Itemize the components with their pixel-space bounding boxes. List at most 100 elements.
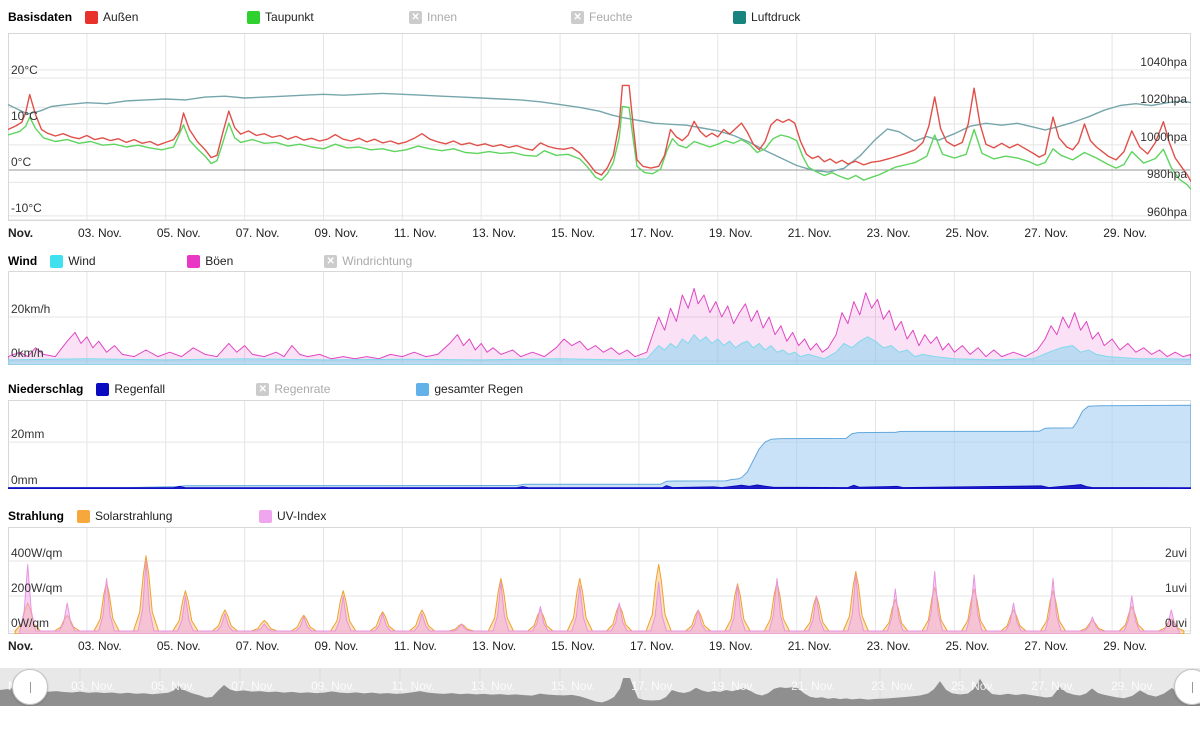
- y-tick-label: 0mm: [11, 473, 38, 487]
- y-tick-label: 2uvi: [1164, 545, 1187, 560]
- x-tick-label: 07. Nov.: [235, 639, 280, 653]
- y-tick-label: 20°C: [11, 63, 38, 78]
- navigator-handle-right[interactable]: [1174, 669, 1200, 705]
- legend-item-gesamter-regen[interactable]: gesamter Regen: [416, 382, 576, 396]
- x-axis-month-label: Nov.: [8, 639, 34, 653]
- x-tick-label: 29. Nov.: [1103, 639, 1148, 653]
- legend-item-solarstrahlung[interactable]: Solarstrahlung: [77, 509, 259, 523]
- x-tick-label: 13. Nov.: [472, 639, 517, 653]
- navigator-tick-label: 19. Nov.: [711, 679, 755, 693]
- y-tick-label: -10°C: [11, 200, 42, 215]
- y-tick-label: 1040hpa: [1140, 54, 1187, 69]
- navigator-handle-left[interactable]: [12, 669, 48, 705]
- x-tick-label: 03. Nov.: [77, 639, 122, 653]
- x-tick-label: 05. Nov.: [156, 639, 201, 653]
- legend-item-windrichtung[interactable]: ✕ Windrichtung: [324, 254, 461, 268]
- legend-item-au-en[interactable]: Außen: [85, 10, 247, 24]
- navigator-tick-label: 07. Nov.: [231, 679, 275, 693]
- navigator-tick-label: 17. Nov.: [631, 679, 675, 693]
- y-tick-label: 1020hpa: [1140, 92, 1187, 107]
- series-uv-index: [19, 560, 1180, 634]
- handle-grip-icon: [29, 681, 31, 693]
- chart-plot-niederschlag[interactable]: 20mm 0mm: [8, 400, 1191, 489]
- disabled-series-checkbox-icon: ✕: [256, 382, 270, 396]
- x-tick-label: 21. Nov.: [787, 639, 832, 653]
- legend-item-wind[interactable]: Wind: [50, 254, 187, 268]
- x-tick-label: 17. Nov.: [630, 226, 674, 240]
- series-color-swatch: [50, 254, 64, 268]
- y-tick-label: 0°C: [11, 154, 32, 169]
- legend-label: Feuchte: [589, 10, 633, 24]
- legend-label: Regenrate: [274, 382, 331, 396]
- legend-label: Außen: [103, 10, 139, 24]
- navigator-tick-label: 13. Nov.: [471, 679, 515, 693]
- panel-title-niederschlag: Niederschlag: [8, 382, 84, 396]
- x-axis-month-label: Nov.: [8, 226, 34, 240]
- x-tick-label: 11. Nov.: [393, 639, 437, 653]
- x-tick-label: 15. Nov.: [551, 639, 595, 653]
- navigator-tick-label: 29. Nov.: [1111, 679, 1155, 693]
- series-au-en: [8, 84, 1191, 182]
- x-tick-label: 25. Nov.: [945, 639, 990, 653]
- x-tick-label: 25. Nov.: [945, 226, 990, 240]
- panel-header-strahlung: Strahlung Solarstrahlung UV-Index: [8, 507, 1200, 525]
- handle-grip-icon: [1191, 681, 1193, 693]
- panel-header-niederschlag: Niederschlag Regenfall ✕ Regenrate gesamter…: [8, 380, 1200, 398]
- legend-label: gesamter Regen: [434, 382, 524, 396]
- y-tick-label: 20km/h: [11, 302, 51, 316]
- legend-label: Solarstrahlung: [95, 509, 173, 523]
- y-tick-label: 10°C: [11, 109, 38, 123]
- y-tick-label: 960hpa: [1146, 204, 1187, 219]
- y-tick-label: 1000hpa: [1140, 129, 1187, 144]
- legend-label: Taupunkt: [265, 10, 314, 24]
- legend-item-regenrate[interactable]: ✕ Regenrate: [256, 382, 416, 396]
- y-tick-label: 980hpa: [1146, 167, 1187, 182]
- x-tick-label: 19. Nov.: [708, 639, 753, 653]
- navigator[interactable]: Nov.03. Nov.05. Nov.07. Nov.09. Nov.11. …: [0, 668, 1200, 706]
- series-color-swatch: [247, 10, 261, 24]
- navigator-tick-label: 21. Nov.: [791, 679, 835, 693]
- legend-strahlung: Solarstrahlung UV-Index: [77, 509, 441, 523]
- series-color-swatch: [733, 10, 747, 24]
- legend-item-innen[interactable]: ✕ Innen: [409, 10, 571, 24]
- legend-item-taupunkt[interactable]: Taupunkt: [247, 10, 409, 24]
- x-tick-label: 27. Nov.: [1024, 226, 1069, 240]
- x-axis-labels-strahlung: Nov. 03. Nov. 05. Nov. 07. Nov. 09. Nov. 11. …: [0, 639, 1200, 655]
- legend-item-uv-index[interactable]: UV-Index: [259, 509, 441, 523]
- legend-label: Windrichtung: [342, 254, 413, 268]
- navigator-tick-label: 23. Nov.: [871, 679, 915, 693]
- x-tick-label: 17. Nov.: [630, 639, 674, 653]
- series-gesamter-regen: [8, 404, 1191, 489]
- navigator-tick-label: 25. Nov.: [951, 679, 995, 693]
- navigator-tick-label: 11. Nov.: [391, 679, 435, 693]
- x-tick-label: 09. Nov.: [314, 226, 359, 240]
- legend-label: UV-Index: [277, 509, 327, 523]
- legend-item-b-en[interactable]: Böen: [187, 254, 324, 268]
- y-tick-label: 400W/qm: [11, 546, 63, 561]
- legend-basisdaten: Außen Taupunkt ✕ Innen ✕ Feuchte Luftdruck: [85, 10, 895, 24]
- x-tick-label: 07. Nov.: [235, 226, 280, 240]
- chart-plot-basisdaten[interactable]: 20°C 10°C 0°C -10°C 1040hpa 1020hpa 1000hpa 980…: [8, 33, 1191, 221]
- legend-item-luftdruck[interactable]: Luftdruck: [733, 10, 895, 24]
- series-wind: [8, 334, 1191, 365]
- legend-label: Innen: [427, 10, 458, 24]
- navigator-tick-label: 15. Nov.: [551, 679, 595, 693]
- panel-header-basisdaten: Basisdaten Außen Taupunkt ✕ Innen ✕ Feuchte Lu…: [8, 8, 1200, 26]
- x-tick-label: 03. Nov.: [77, 226, 122, 240]
- chart-plot-wind[interactable]: 20km/h 0km/h: [8, 271, 1191, 365]
- x-tick-label: 13. Nov.: [472, 226, 517, 240]
- legend-label: Regenfall: [114, 382, 166, 396]
- legend-item-feuchte[interactable]: ✕ Feuchte: [571, 10, 733, 24]
- navigator-series-silhouette: [0, 678, 1200, 706]
- chart-plot-strahlung[interactable]: 400W/qm 200W/qm 0W/qm 2uvi 1uvi 0uvi: [8, 527, 1191, 634]
- navigator-tick-label: 03. Nov.: [71, 679, 115, 693]
- x-tick-label: 21. Nov.: [787, 226, 832, 240]
- x-tick-label: 23. Nov.: [866, 639, 911, 653]
- legend-item-regenfall[interactable]: Regenfall: [96, 382, 256, 396]
- x-axis-labels-basisdaten: Nov. 03. Nov. 05. Nov. 07. Nov. 09. Nov. 11. …: [0, 226, 1200, 242]
- disabled-series-checkbox-icon: ✕: [571, 10, 585, 24]
- series-color-swatch: [259, 509, 272, 523]
- series-solarstrahlung: [14, 555, 1185, 634]
- series-color-swatch: [416, 382, 430, 396]
